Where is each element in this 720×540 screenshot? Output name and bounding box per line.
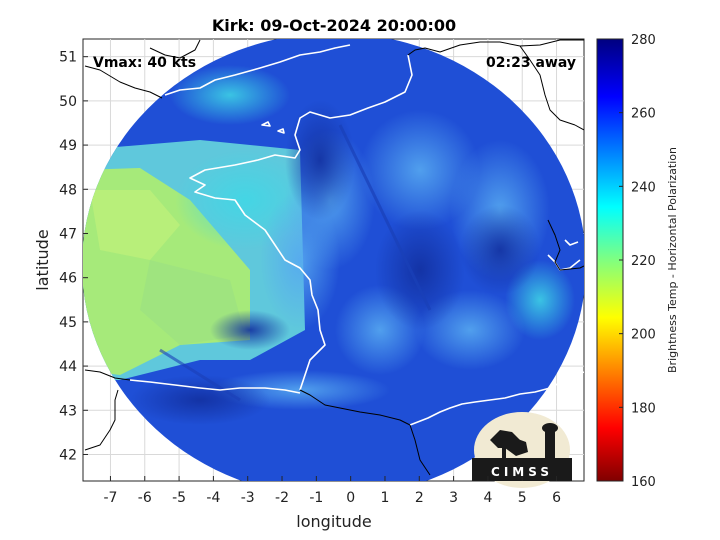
x-tick-label: -6 [138, 490, 152, 506]
y-tick-label: 46 [59, 271, 77, 287]
colorbar-tick-label: 180 [631, 401, 656, 416]
x-tick-label: -7 [103, 490, 117, 506]
country-borders [84, 39, 584, 476]
colorbar-tick-label: 160 [631, 475, 656, 490]
colorbar-tick-label: 200 [631, 328, 656, 343]
colorbar-tick-label: 260 [631, 107, 656, 122]
x-tick-label: -5 [172, 490, 186, 506]
x-tick-label: -4 [206, 490, 220, 506]
y-tick-label: 42 [59, 447, 77, 463]
colorbar-label: Brightness Temp - Horizontal Polarizatio… [666, 147, 679, 373]
y-tick-label: 49 [59, 138, 77, 154]
brightness-temp-swath [83, 39, 584, 481]
colorbar [596, 38, 624, 482]
x-tick-label: 1 [381, 490, 390, 506]
x-tick-label: 6 [552, 490, 561, 506]
y-tick-label: 43 [59, 403, 77, 419]
y-tick-label: 44 [59, 359, 77, 375]
y-tick-label: 45 [59, 315, 77, 331]
colorbar-tick-label: 280 [631, 33, 656, 48]
y-tick-label: 48 [59, 182, 77, 198]
coastlines [129, 44, 584, 463]
y-tick-labels: 42 43 44 45 46 47 48 49 50 51 [59, 50, 77, 464]
x-axis-label: longitude [296, 512, 371, 531]
vmax-label: Vmax: 40 kts [93, 55, 196, 71]
x-tick-label: 3 [449, 490, 458, 506]
x-tick-label: -3 [241, 490, 255, 506]
y-tick-label: 51 [59, 50, 77, 66]
time-away-label: 02:23 away [486, 55, 576, 71]
cimss-logo: CIMSS [472, 412, 572, 488]
x-tick-labels: -7 -6 -5 -4 -3 -2 -1 0 1 2 3 4 5 6 [103, 490, 561, 506]
x-tick-label: 2 [415, 490, 424, 506]
colorbar-tick-label: 220 [631, 254, 656, 269]
y-axis-label: latitude [33, 229, 52, 290]
x-tick-label: 5 [518, 490, 527, 506]
colorbar-tick-labels: 160 180 200 220 240 260 280 [619, 33, 656, 490]
colorbar-tick-label: 240 [631, 180, 656, 195]
map-title: Kirk: 09-Oct-2024 20:00:00 [212, 16, 456, 35]
x-tick-label: -1 [309, 490, 323, 506]
x-tick-label: -2 [275, 490, 289, 506]
x-tick-label: 0 [346, 490, 355, 506]
cimss-logo-text: CIMSS [491, 465, 553, 479]
y-tick-label: 47 [59, 226, 77, 242]
x-tick-label: 4 [483, 490, 492, 506]
y-tick-label: 50 [59, 94, 77, 110]
